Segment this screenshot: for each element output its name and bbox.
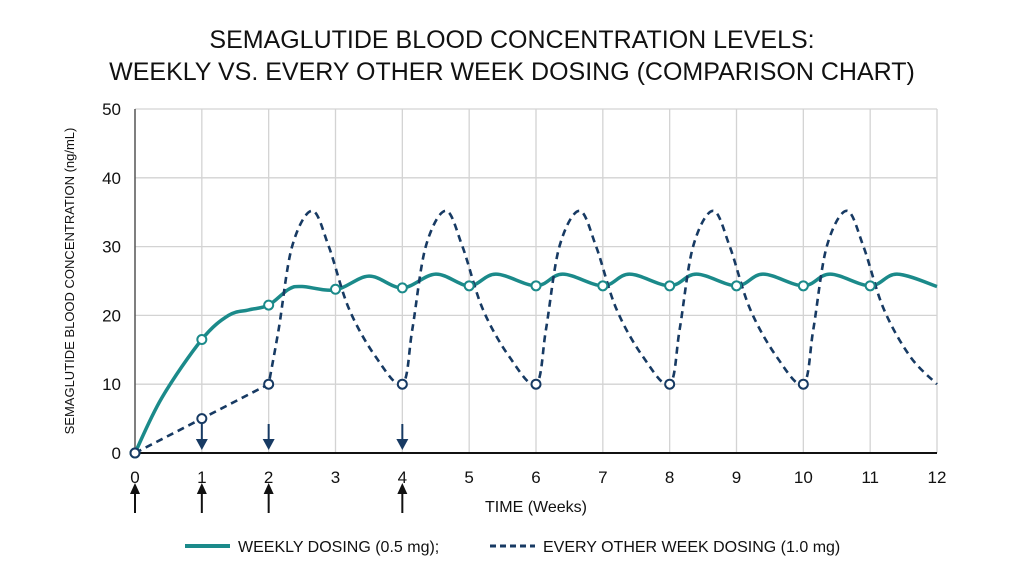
biweekly-marker (530, 378, 542, 390)
x-tick-label: 4 (398, 468, 407, 487)
weekly-marker (463, 280, 475, 292)
weekly-marker (797, 280, 809, 292)
arrow-up-icon (397, 483, 408, 494)
arrow-down-icon (396, 439, 409, 450)
dose-arrows (130, 424, 409, 513)
x-tick-label: 7 (598, 468, 607, 487)
x-tick-label: 2 (264, 468, 273, 487)
x-tick-label: 10 (794, 468, 813, 487)
y-tick-label: 20 (102, 306, 121, 325)
y-tick-label: 40 (102, 169, 121, 188)
legend: WEEKLY DOSING (0.5 mg); EVERY OTHER WEEK… (185, 539, 840, 556)
arrow-up-icon (196, 483, 207, 494)
x-tick-label: 9 (732, 468, 741, 487)
weekly-marker (396, 282, 408, 294)
weekly-marker (330, 283, 341, 295)
weekly-marker (597, 280, 609, 292)
y-tick-label: 30 (102, 238, 121, 257)
x-tick-label: 0 (130, 468, 139, 487)
arrow-up-icon (263, 483, 274, 494)
x-tick-label: 11 (861, 468, 879, 487)
biweekly-marker (396, 378, 408, 390)
arrow-up-icon (130, 483, 140, 494)
biweekly-marker (664, 378, 676, 390)
weekly-marker (731, 280, 742, 292)
weekly-marker (864, 280, 876, 292)
x-tick-label: 3 (331, 468, 340, 487)
x-tick-label: 1 (197, 468, 206, 487)
y-tick-label: 50 (102, 100, 121, 119)
x-tick-label: 5 (464, 468, 473, 487)
y-axis-label: SEMAGLUTIDE BLOOD CONCENTRATION (ng/mL) (62, 128, 77, 435)
biweekly-marker (797, 378, 809, 390)
weekly-marker (530, 280, 542, 292)
chart-title-line-1: SEMAGLUTIDE BLOOD CONCENTRATION LEVELS: (209, 26, 814, 54)
weekly-marker (196, 333, 208, 345)
biweekly-dosing-line (134, 209, 938, 455)
x-tick-label: 8 (665, 468, 674, 487)
legend-label-biweekly: EVERY OTHER WEEK DOSING (1.0 mg) (543, 539, 840, 556)
y-tick-label: 0 (112, 444, 121, 463)
weekly-dosing-line (133, 272, 938, 454)
weekly-marker (263, 299, 275, 311)
x-axis-label: TIME (Weeks) (485, 499, 587, 516)
arrow-down-icon (195, 439, 208, 450)
legend-label-weekly: WEEKLY DOSING (0.5 mg); (238, 539, 439, 556)
x-tick-label: 12 (928, 468, 947, 487)
series-layer (129, 209, 938, 459)
chart-title-line-2: WEEKLY VS. EVERY OTHER WEEK DOSING (COMP… (109, 58, 915, 86)
biweekly-marker (263, 378, 275, 390)
y-tick-label: 10 (102, 375, 121, 394)
x-tick-label: 6 (531, 468, 540, 487)
biweekly-marker (129, 447, 141, 459)
biweekly-marker (196, 413, 208, 425)
weekly-marker (664, 280, 676, 292)
arrow-down-icon (262, 439, 275, 450)
